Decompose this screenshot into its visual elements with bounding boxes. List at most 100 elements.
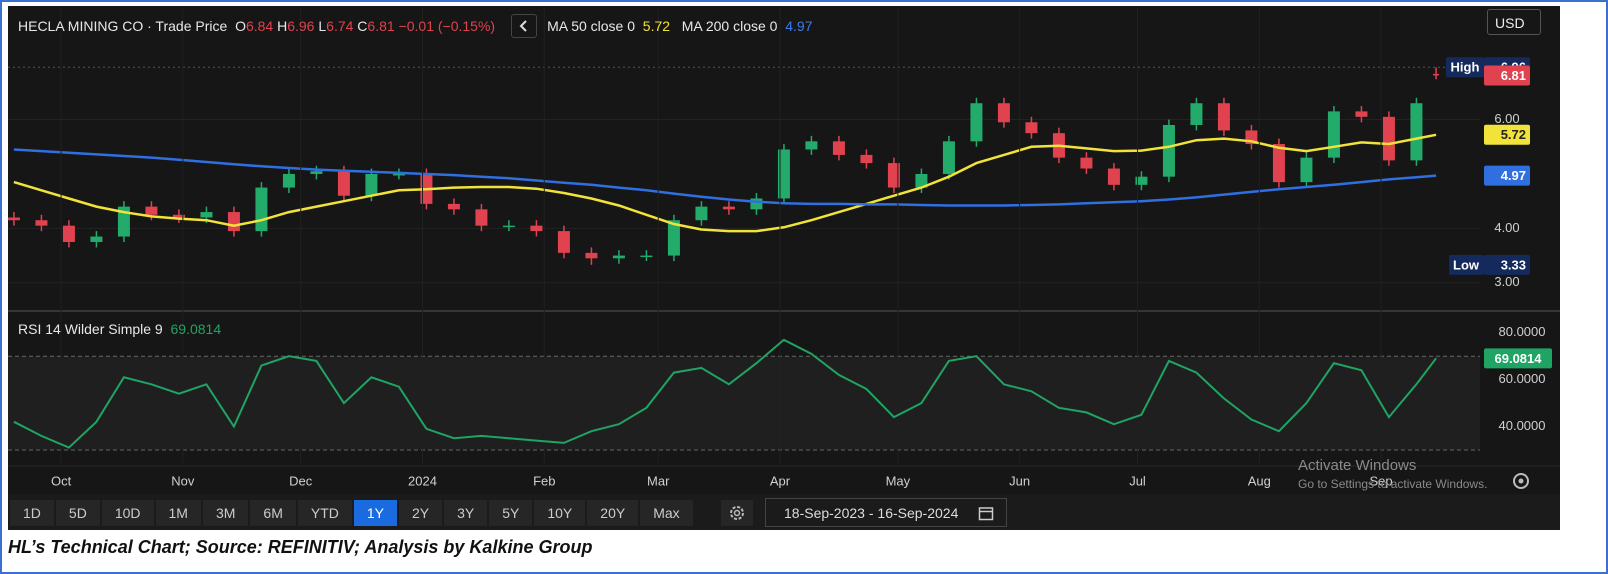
- candle-body: [722, 206, 735, 210]
- rsi-value: 69.0814: [170, 321, 222, 337]
- candle-body: [1217, 103, 1230, 131]
- range-button[interactable]: 10D: [101, 500, 154, 526]
- range-button[interactable]: 5D: [55, 500, 100, 526]
- x-tick-label: Oct: [51, 473, 72, 488]
- range-button[interactable]: 3M: [202, 500, 249, 526]
- candle-body: [612, 255, 625, 259]
- candle-body: [117, 206, 130, 237]
- candle-body: [887, 163, 900, 188]
- candle-body: [475, 209, 488, 226]
- badge-value: 5.72: [1501, 127, 1526, 142]
- date-separator: -: [868, 505, 874, 521]
- candle-body: [942, 141, 955, 174]
- candle-body: [640, 255, 653, 258]
- x-tick-label: Jul: [1129, 473, 1146, 488]
- candle-body: [337, 171, 350, 196]
- settings-icon[interactable]: [1513, 473, 1529, 489]
- badge: [1484, 124, 1530, 145]
- y-tick-label: 80.0000: [1499, 324, 1546, 339]
- range-button[interactable]: 10Y: [534, 500, 586, 526]
- rsi-line: [13, 338, 1437, 449]
- candle-body: [1410, 103, 1423, 161]
- caption: HL’s Technical Chart; Source: REFINITIV;…: [8, 537, 593, 557]
- range-button[interactable]: 2Y: [398, 500, 443, 526]
- date-range[interactable]: 18-Sep-2023 - 16-Sep-2024: [765, 498, 1007, 527]
- high-label: H: [277, 18, 288, 34]
- candle-body: [805, 141, 818, 150]
- candle-body: [1300, 157, 1313, 183]
- candle-body: [667, 220, 680, 256]
- range-button[interactable]: 1M: [155, 500, 201, 526]
- x-tick-label: Nov: [171, 473, 195, 488]
- candle-body: [1135, 176, 1148, 185]
- candle-body: [1162, 124, 1175, 177]
- close-value: 6.81: [367, 18, 395, 34]
- open-label: O: [235, 18, 246, 34]
- low-badge-text: Low: [1453, 257, 1480, 272]
- badge-value: 69.0814: [1495, 351, 1543, 366]
- range-button[interactable]: Max: [640, 500, 693, 526]
- candle-body: [90, 236, 103, 242]
- badge-value: 6.81: [1501, 68, 1526, 83]
- candle-body: [777, 149, 790, 199]
- range-button[interactable]: 1D: [10, 500, 54, 526]
- candle-body: [1327, 111, 1340, 158]
- candle-body: [35, 220, 48, 226]
- badge: [1484, 165, 1530, 186]
- range-button[interactable]: 6M: [250, 500, 296, 526]
- badge: [1484, 65, 1530, 86]
- candle-body: [970, 103, 983, 142]
- date-from: 18-Sep-2023: [784, 505, 865, 521]
- range-button[interactable]: 1Y: [353, 500, 397, 526]
- y-tick-label: 6.00: [1494, 111, 1519, 126]
- candle-body: [392, 173, 405, 176]
- candle-body: [750, 198, 763, 210]
- candle-body: [255, 187, 268, 232]
- range-button[interactable]: 20Y: [587, 500, 639, 526]
- badge-value: 4.97: [1501, 168, 1526, 183]
- range-button[interactable]: 3Y: [444, 500, 488, 526]
- range-button[interactable]: YTD: [297, 500, 352, 526]
- date-to: 16-Sep-2024: [877, 505, 959, 521]
- candle-body: [310, 171, 323, 174]
- candle-body: [1107, 168, 1120, 185]
- badge: [1484, 348, 1552, 369]
- x-tick-label: Sep: [1370, 473, 1393, 488]
- high-value: 6.96: [287, 18, 315, 34]
- x-tick-label: Apr: [770, 473, 791, 488]
- y-tick-label: 4.00: [1494, 220, 1519, 235]
- candle-body: [145, 206, 158, 215]
- x-tick-label: May: [886, 473, 911, 488]
- candle-body: [227, 212, 240, 232]
- range-button[interactable]: 5Y: [489, 500, 533, 526]
- candle-body: [915, 173, 928, 188]
- currency-dropdown[interactable]: USD: [1487, 9, 1541, 35]
- open-value: 6.84: [245, 18, 274, 34]
- collapse-button[interactable]: [511, 14, 538, 38]
- x-tick-label: 2024: [408, 473, 437, 488]
- candle-body: [7, 217, 20, 221]
- x-tick-label: Feb: [533, 473, 555, 488]
- range-toolbar: 1D 5D 10D 1M 3M 6M YTD 1Y 2Y 3Y 5Y 10Y 20Y Max: [10, 500, 693, 526]
- x-tick-label: Mar: [647, 473, 670, 488]
- candle-body: [557, 231, 570, 253]
- ma50-label: MA 50 close 0: [547, 18, 636, 34]
- candle-body: [502, 225, 515, 228]
- candle-body: [1355, 111, 1368, 117]
- candle-body: [860, 154, 873, 164]
- badge-value: 3.33: [1501, 257, 1526, 272]
- y-tick-label: 3.00: [1494, 274, 1519, 289]
- candle-body: [695, 206, 708, 221]
- symbol: HECLA MINING CO · Trade Price: [18, 18, 228, 34]
- toolbar-settings[interactable]: [721, 500, 753, 526]
- candle-body: [1272, 144, 1285, 183]
- y-tick-label: 40.0000: [1499, 418, 1546, 433]
- candle-body: [832, 141, 845, 155]
- candle-body: [1080, 157, 1093, 169]
- rsi-title: RSI 14 Wilder Simple 9: [18, 321, 163, 337]
- change: −0.01 (−0.15%): [398, 18, 496, 34]
- candle-body: [282, 173, 295, 188]
- close-label: C: [357, 18, 368, 34]
